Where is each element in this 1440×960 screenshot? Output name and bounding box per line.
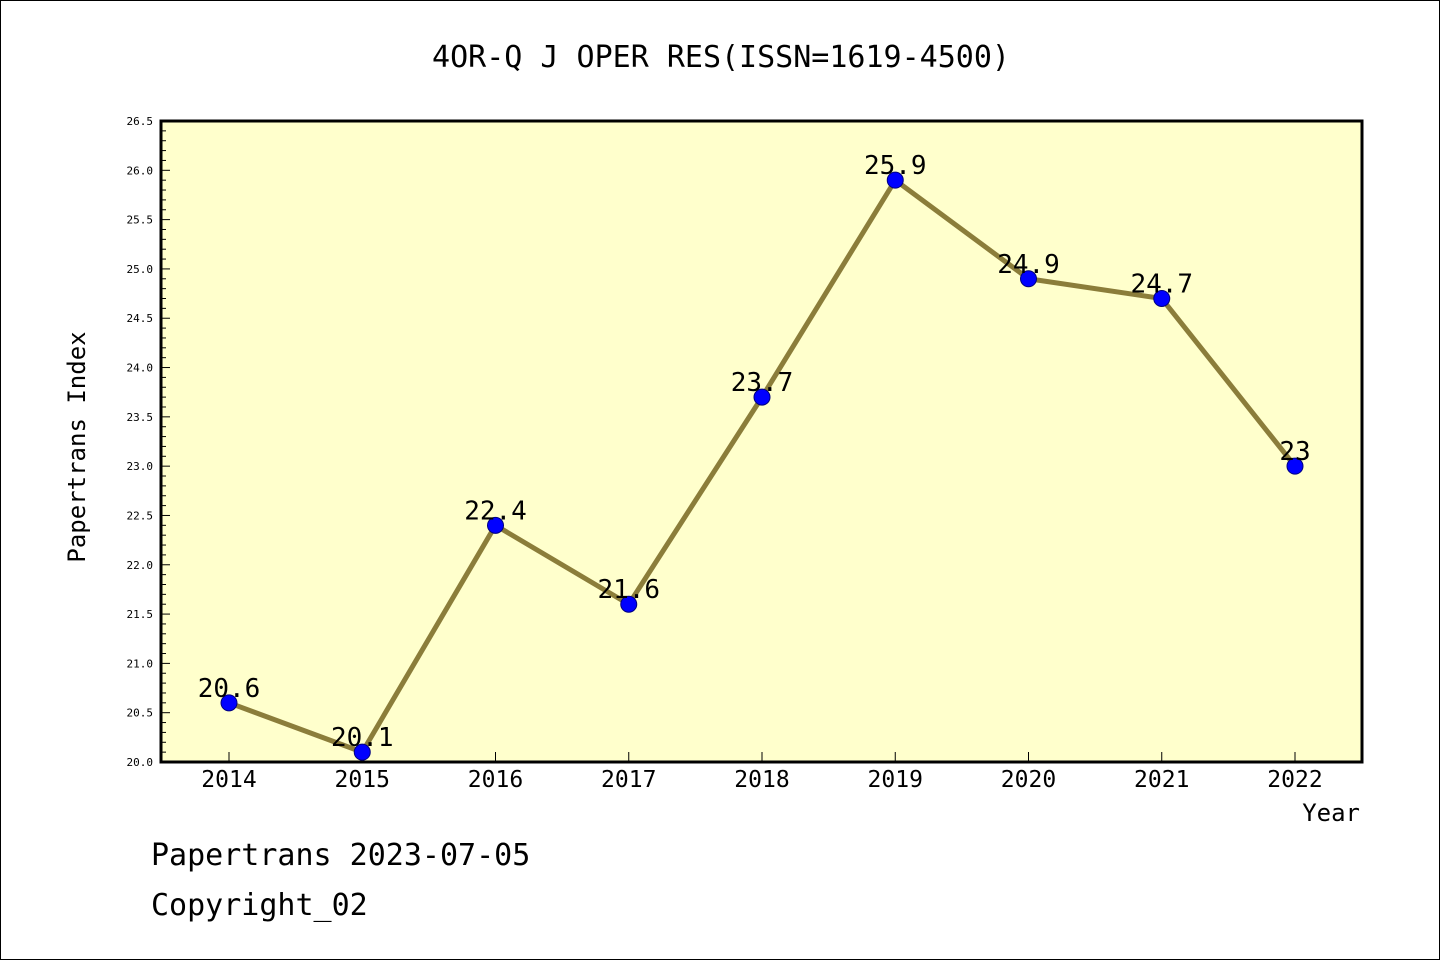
data-label: 21.6: [597, 575, 660, 605]
data-point: [1020, 270, 1037, 288]
y-tick-label: 21.0: [127, 657, 154, 670]
data-label: 23.7: [731, 368, 794, 398]
data-label: 22.4: [464, 496, 527, 526]
y-tick-label: 22.5: [127, 509, 154, 522]
data-point: [1153, 290, 1171, 308]
x-tick-label: 2014: [201, 767, 256, 793]
data-point: [886, 171, 904, 189]
footer-date: Papertrans 2023-07-05: [151, 838, 530, 873]
y-tick-label: 26.5: [127, 115, 154, 128]
data-point: [1286, 457, 1304, 475]
data-point: [620, 595, 638, 613]
x-tick-label: 2019: [868, 767, 923, 793]
y-axis: 20.0 20.5 21.0 21.5 22.0 22.5 23.0 23.5 24.0 24.5…: [127, 115, 170, 769]
y-tick-label: 25.5: [127, 214, 154, 227]
y-tick-label: 23.5: [127, 411, 154, 424]
y-tick-label: 25.0: [127, 263, 154, 276]
data-point: [753, 388, 771, 406]
x-tick-label: 2017: [601, 767, 656, 793]
data-point: [220, 694, 238, 712]
data-label: 24.7: [1130, 270, 1193, 300]
data-label: 23: [1279, 437, 1310, 467]
y-tick-label: 24.0: [127, 362, 154, 375]
y-tick-label: 20.0: [127, 756, 154, 769]
y-tick-label: 22.0: [127, 559, 154, 572]
marker-group: [220, 171, 1304, 761]
plot-area: [159, 119, 1364, 764]
data-label-group: 20.6 20.1 22.4 21.6 23.7 25.9 24.9 24.7 23: [198, 151, 1311, 753]
x-tick-label: 2021: [1134, 767, 1189, 793]
y-tick-label: 26.0: [127, 164, 154, 177]
x-axis: 2014 2015 2016 2017 2018 2019 2020 2021 2022: [201, 752, 1323, 793]
x-tick-label: 2015: [335, 767, 390, 793]
x-tick-label: 2022: [1267, 767, 1322, 793]
y-tick-label: 23.0: [127, 460, 154, 473]
x-axis-label: Year: [1302, 799, 1360, 827]
chart-title: 4OR-Q J OPER RES(ISSN=1619-4500): [432, 40, 1010, 75]
data-point: [353, 743, 371, 761]
y-tick-label: 20.5: [127, 707, 154, 720]
footer-copyright: Copyright_02: [151, 888, 368, 923]
y-tick-label: 21.5: [127, 608, 154, 621]
data-point: [487, 516, 504, 534]
data-label: 24.9: [997, 250, 1060, 280]
x-tick-label: 2018: [734, 767, 789, 793]
y-tick-label: 24.5: [127, 312, 154, 325]
data-label: 25.9: [864, 151, 927, 181]
data-label: 20.6: [198, 674, 261, 704]
x-tick-label: 2020: [1001, 767, 1056, 793]
data-label: 20.1: [331, 723, 394, 753]
x-tick-label: 2016: [468, 767, 523, 793]
y-axis-label: Papertrans Index: [63, 331, 91, 562]
